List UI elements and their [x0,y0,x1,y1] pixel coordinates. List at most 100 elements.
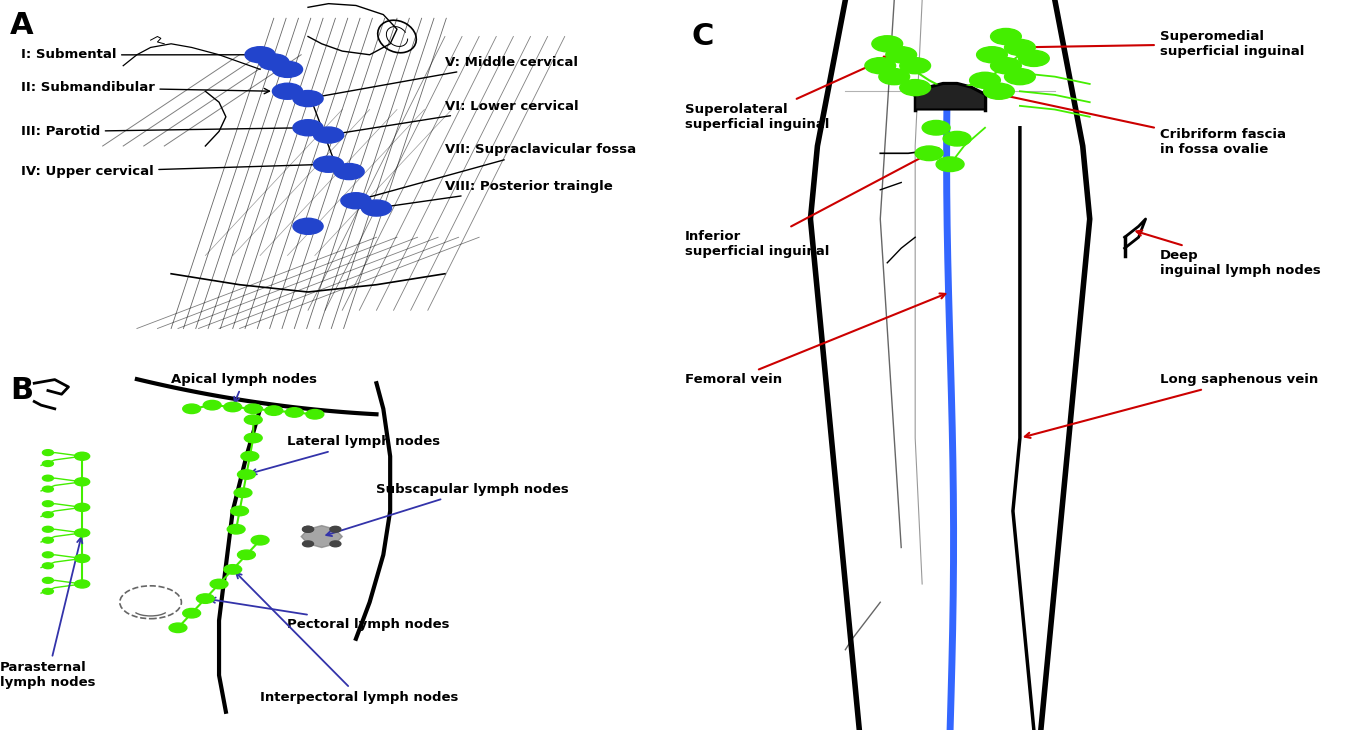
Circle shape [272,83,303,99]
Text: Interpectoral lymph nodes: Interpectoral lymph nodes [235,573,459,704]
Text: Apical lymph nodes: Apical lymph nodes [171,373,318,402]
Circle shape [865,58,895,74]
Circle shape [182,404,201,413]
Circle shape [314,127,344,143]
Circle shape [42,537,53,543]
Circle shape [42,486,53,492]
Circle shape [266,406,283,415]
Text: V: Middle cervical: V: Middle cervical [312,55,578,99]
Circle shape [334,164,364,180]
Circle shape [234,488,252,498]
Text: Pectoral lymph nodes: Pectoral lymph nodes [209,598,450,631]
Text: Lateral lymph nodes: Lateral lymph nodes [251,435,441,474]
Circle shape [886,47,917,63]
Text: Superomedial
superficial inguinal: Superomedial superficial inguinal [1019,30,1303,58]
Circle shape [197,594,215,603]
Circle shape [307,410,324,419]
Circle shape [991,28,1021,45]
Text: Inferior
superficial inguinal: Inferior superficial inguinal [684,148,939,258]
Text: IV: Upper cervical: IV: Upper cervical [21,162,324,178]
Circle shape [238,550,256,559]
Text: I: Submental: I: Submental [21,48,256,61]
Circle shape [969,72,1001,88]
Circle shape [879,69,909,85]
Circle shape [42,526,53,532]
Circle shape [42,501,53,507]
Text: Deep
inguinal lymph nodes: Deep inguinal lymph nodes [1136,231,1320,277]
Circle shape [899,80,931,96]
Text: VI: Lower cervical: VI: Lower cervical [333,99,579,137]
Circle shape [245,47,275,63]
Circle shape [42,475,53,481]
Circle shape [976,47,1008,63]
Circle shape [914,146,943,161]
Circle shape [244,415,263,425]
Circle shape [272,61,303,77]
Text: Femoral vein: Femoral vein [684,293,946,386]
Circle shape [42,450,53,456]
Circle shape [211,580,229,588]
Text: Cribriform fascia
in fossa ovalie: Cribriform fascia in fossa ovalie [990,91,1285,156]
Text: Superolateral
superficial inguinal: Superolateral superficial inguinal [684,57,890,131]
Circle shape [936,157,964,172]
Circle shape [361,200,392,216]
Text: Parasternal
lymph nodes: Parasternal lymph nodes [0,537,96,689]
Polygon shape [914,84,986,110]
Circle shape [314,156,344,172]
Circle shape [943,131,971,146]
Circle shape [252,536,270,545]
Circle shape [303,526,314,532]
Circle shape [1005,69,1035,85]
Circle shape [244,433,263,442]
Circle shape [1005,39,1035,55]
Circle shape [991,58,1021,74]
Circle shape [74,478,90,486]
Circle shape [42,461,53,466]
Circle shape [303,541,314,547]
Circle shape [230,507,249,515]
Text: VII: Supraclavicular fossa: VII: Supraclavicular fossa [360,143,637,201]
Circle shape [42,552,53,558]
Circle shape [241,451,259,461]
Circle shape [1019,50,1049,66]
Circle shape [303,526,314,532]
Circle shape [238,470,256,480]
Text: II: Submandibular: II: Submandibular [21,81,270,94]
Circle shape [923,120,950,135]
Circle shape [42,588,53,594]
Circle shape [341,193,371,209]
Text: VIII: Posterior traingle: VIII: Posterior traingle [381,180,613,210]
Circle shape [293,91,323,107]
Circle shape [293,218,323,234]
Circle shape [223,565,242,574]
Circle shape [330,541,341,547]
Circle shape [74,529,90,537]
Polygon shape [301,526,342,548]
Circle shape [293,120,323,136]
Circle shape [983,83,1014,99]
Circle shape [872,36,902,52]
Circle shape [285,407,304,418]
Circle shape [259,54,289,70]
Text: III: Parotid: III: Parotid [21,125,304,138]
Circle shape [42,577,53,583]
Circle shape [182,608,201,618]
Circle shape [170,623,188,632]
Circle shape [204,400,222,410]
Circle shape [244,404,263,413]
Circle shape [227,524,245,534]
Text: C: C [691,22,715,51]
Circle shape [42,563,53,569]
Circle shape [74,452,90,461]
Circle shape [74,504,90,511]
Text: Subscapular lymph nodes: Subscapular lymph nodes [326,483,570,536]
Text: Long saphenous vein: Long saphenous vein [1025,373,1318,438]
Circle shape [330,526,341,532]
Circle shape [899,58,931,74]
Circle shape [74,580,90,588]
Circle shape [223,402,242,412]
Text: A: A [11,11,34,40]
Circle shape [74,555,90,562]
Text: B: B [11,376,33,405]
Circle shape [42,512,53,518]
